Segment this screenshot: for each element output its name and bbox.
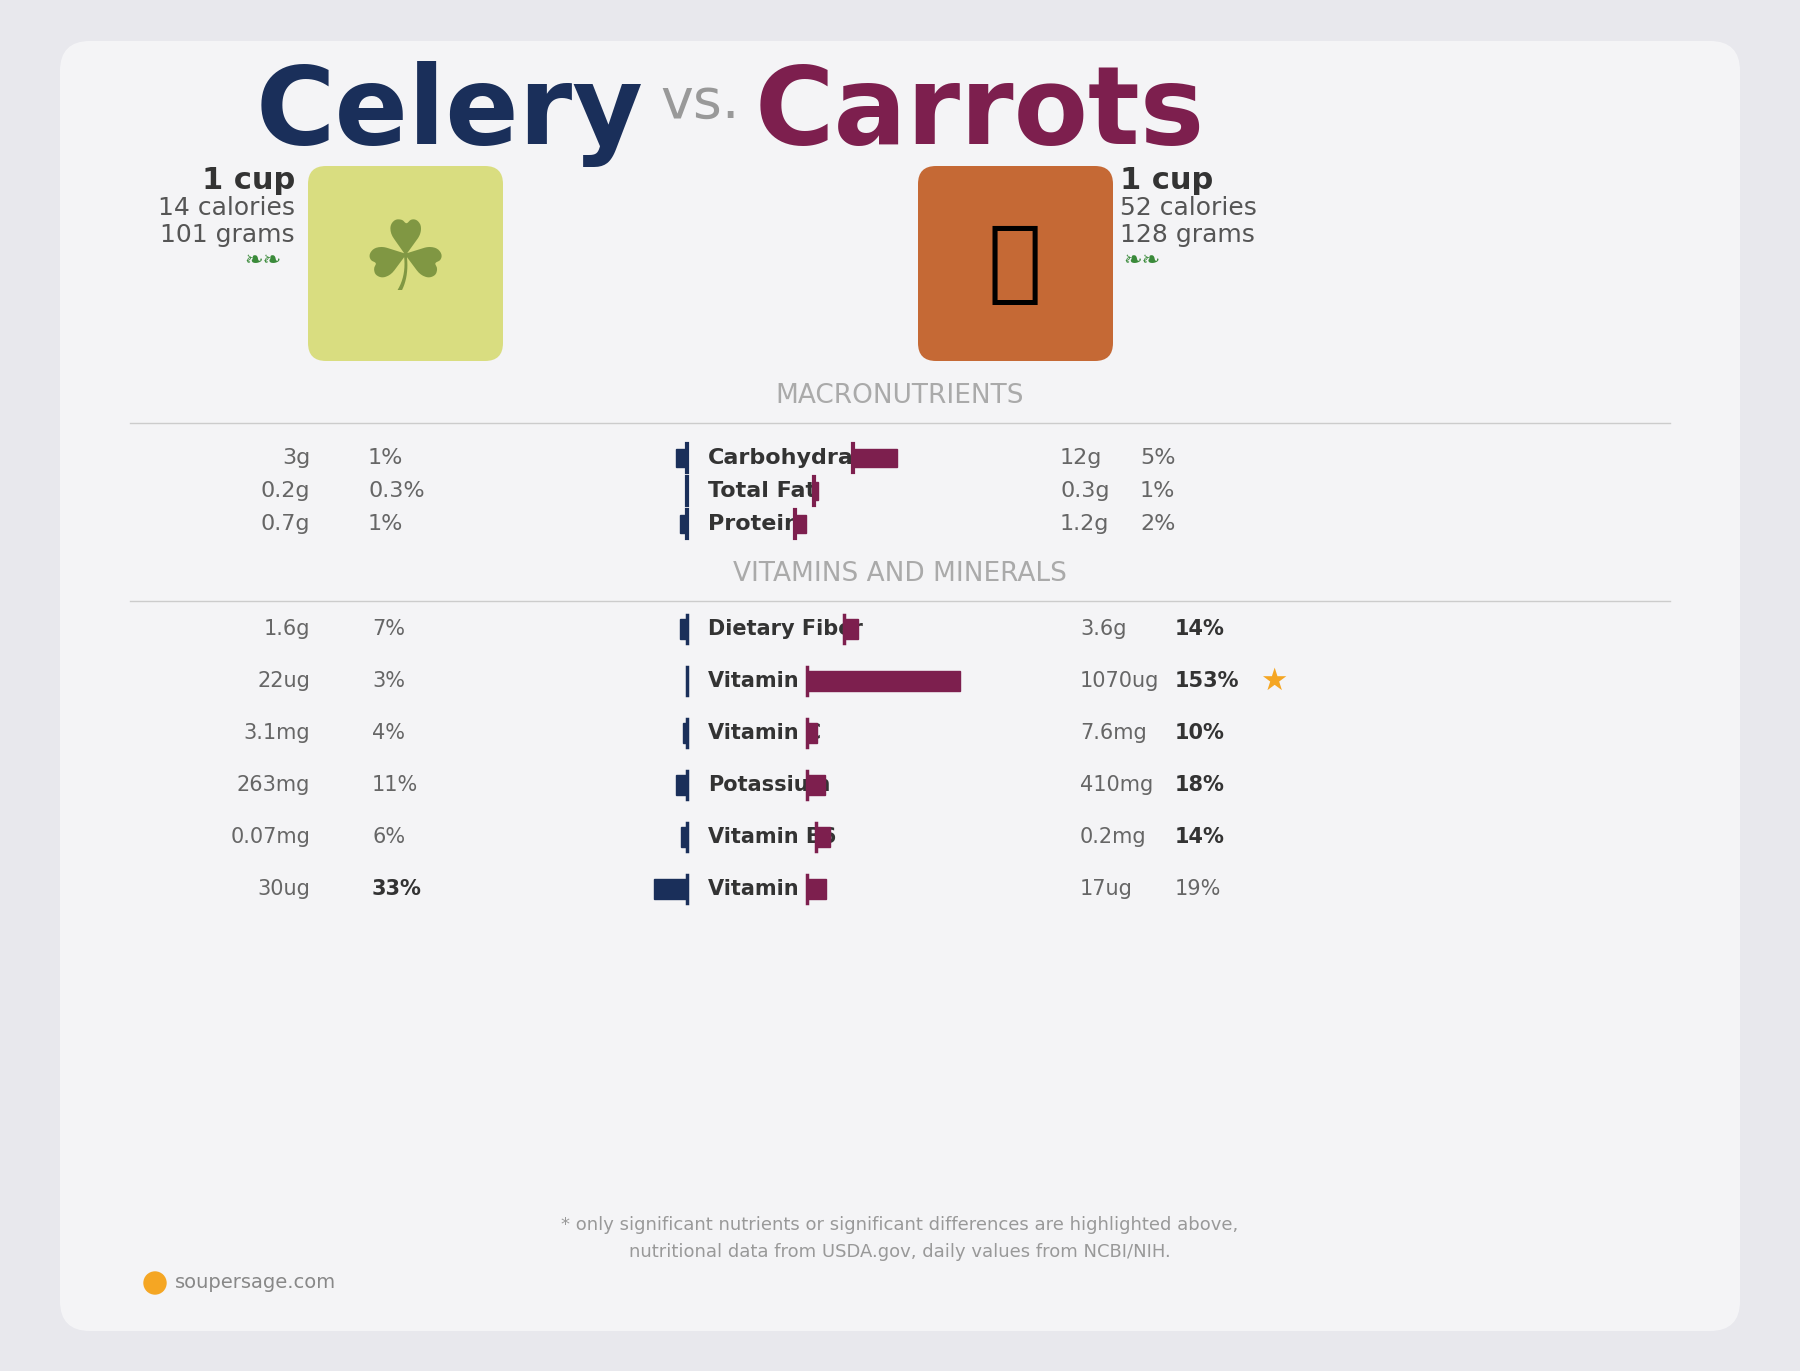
Text: Dietary Fiber: Dietary Fiber [707,618,862,639]
Text: 0.3g: 0.3g [1060,481,1109,500]
Text: 263mg: 263mg [236,775,310,795]
Text: 14%: 14% [1175,618,1224,639]
Bar [806,879,826,899]
Bar [677,775,688,795]
Text: 153%: 153% [1175,670,1240,691]
Text: 🥕: 🥕 [988,219,1042,308]
Text: 0.3%: 0.3% [367,481,425,500]
Bar [806,670,959,691]
Text: Total Fat: Total Fat [707,481,815,500]
Text: 52 calories: 52 calories [1120,196,1256,219]
Text: ❧❧: ❧❧ [1123,251,1161,271]
FancyBboxPatch shape [308,166,502,361]
Text: vs.: vs. [661,75,740,130]
Bar [680,515,688,533]
Text: 3.6g: 3.6g [1080,618,1127,639]
Text: Vitamin A: Vitamin A [707,670,823,691]
Text: 6%: 6% [373,827,405,847]
Text: Carbohydrates: Carbohydrates [707,448,893,468]
Text: ☘: ☘ [362,218,448,310]
Text: 3.1mg: 3.1mg [243,723,310,743]
Bar [853,448,898,468]
Text: Celery: Celery [256,60,644,167]
Text: 33%: 33% [373,879,421,899]
Bar [844,618,859,639]
Text: 410mg: 410mg [1080,775,1154,795]
Text: 7%: 7% [373,618,405,639]
Text: 101 grams: 101 grams [160,223,295,247]
Text: 14%: 14% [1175,827,1224,847]
Text: 11%: 11% [373,775,418,795]
Text: 19%: 19% [1175,879,1222,899]
Text: * only significant nutrients or significant differences are highlighted above,: * only significant nutrients or signific… [562,1216,1238,1234]
Text: 4%: 4% [373,723,405,743]
Text: 1 cup: 1 cup [202,166,295,195]
Bar [814,483,817,500]
Text: 0.07mg: 0.07mg [230,827,310,847]
Text: 1070ug: 1070ug [1080,670,1159,691]
Text: ★: ★ [1260,666,1287,695]
Text: 1%: 1% [367,448,403,468]
Text: 3%: 3% [373,670,405,691]
Bar [653,879,688,899]
Bar [815,827,830,847]
Text: 17ug: 17ug [1080,879,1132,899]
Text: 2%: 2% [1139,514,1175,533]
Text: soupersage.com: soupersage.com [175,1274,337,1293]
Text: Vitamin B6: Vitamin B6 [707,827,837,847]
Bar [677,448,688,468]
Text: 5%: 5% [1139,448,1175,468]
Bar [680,618,688,639]
Text: 0.2mg: 0.2mg [1080,827,1147,847]
Bar [806,775,824,795]
Text: VITAMINS AND MINERALS: VITAMINS AND MINERALS [733,561,1067,587]
Text: Vitamin K: Vitamin K [707,879,823,899]
Bar [682,723,688,743]
Text: 0.2g: 0.2g [261,481,310,500]
FancyBboxPatch shape [59,41,1741,1331]
Text: Carrots: Carrots [754,60,1206,167]
Text: 1%: 1% [1139,481,1175,500]
Text: ❧❧: ❧❧ [245,251,283,271]
Circle shape [144,1272,166,1294]
Text: nutritional data from USDA.gov, daily values from NCBI/NIH.: nutritional data from USDA.gov, daily va… [630,1243,1170,1261]
Text: 7.6mg: 7.6mg [1080,723,1147,743]
Text: 30ug: 30ug [257,879,310,899]
Text: MACRONUTRIENTS: MACRONUTRIENTS [776,383,1024,409]
Text: 1.2g: 1.2g [1060,514,1109,533]
Text: Vitamin C: Vitamin C [707,723,821,743]
Bar [680,827,688,847]
Text: 128 grams: 128 grams [1120,223,1255,247]
Text: 14 calories: 14 calories [158,196,295,219]
Text: 1 cup: 1 cup [1120,166,1213,195]
Text: 1%: 1% [367,514,403,533]
Bar [806,723,817,743]
Text: Protein: Protein [707,514,799,533]
Text: 3g: 3g [283,448,310,468]
Bar [794,515,806,533]
Text: 1.6g: 1.6g [263,618,310,639]
Text: 0.7g: 0.7g [261,514,310,533]
Text: 10%: 10% [1175,723,1224,743]
Text: 18%: 18% [1175,775,1224,795]
FancyBboxPatch shape [918,166,1112,361]
Text: 22ug: 22ug [257,670,310,691]
Text: Potassium: Potassium [707,775,830,795]
Text: 12g: 12g [1060,448,1102,468]
